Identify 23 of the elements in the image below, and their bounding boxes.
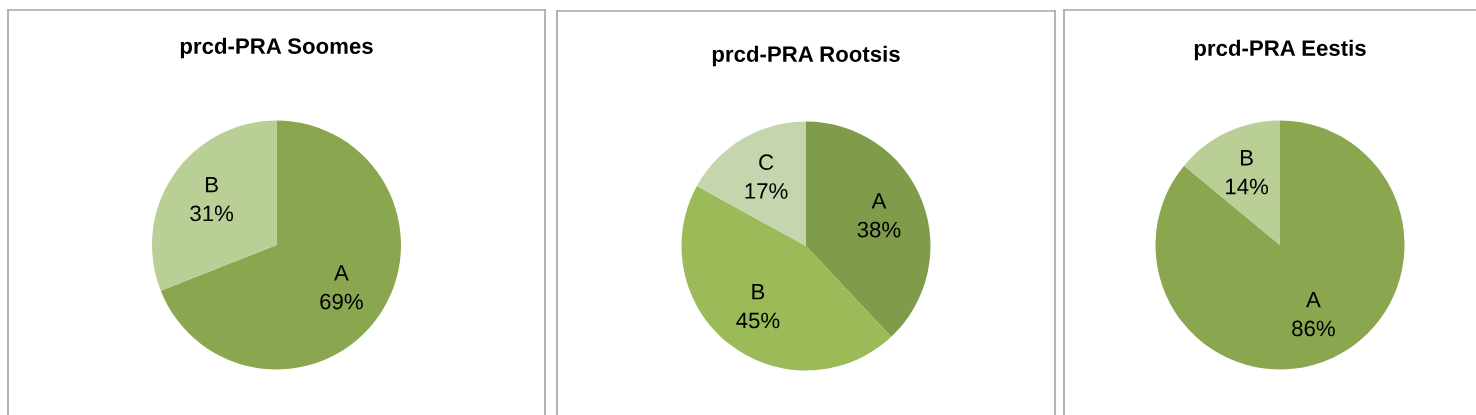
data-label: 69% [320,293,363,310]
data-label: 38% [857,221,901,238]
data-label: 86% [1292,320,1335,337]
chart-title: prcd-PRA Soomes [180,37,373,59]
chart-title: prcd-PRA Rootsis [712,45,900,67]
pie-slice [696,121,806,246]
data-label: 14% [1226,178,1269,195]
slice-label: C [759,154,774,171]
slice-label: B [1241,150,1253,166]
slice-label: A [871,193,887,209]
pie-slice [152,120,277,291]
data-label: 17% [745,183,788,199]
slice-label: A [334,265,349,281]
pie-slice [160,120,401,370]
slice-label: A [1306,292,1321,308]
pie-slice [1155,120,1405,370]
pie-slice [1184,120,1280,245]
chart-title: prcd-PRA Eestis [1194,39,1366,61]
pie-slice [806,121,931,337]
slice-label: B [752,284,765,300]
data-label: 45% [736,312,780,329]
slice-label: B [206,176,218,193]
data-label: 31% [190,205,234,222]
